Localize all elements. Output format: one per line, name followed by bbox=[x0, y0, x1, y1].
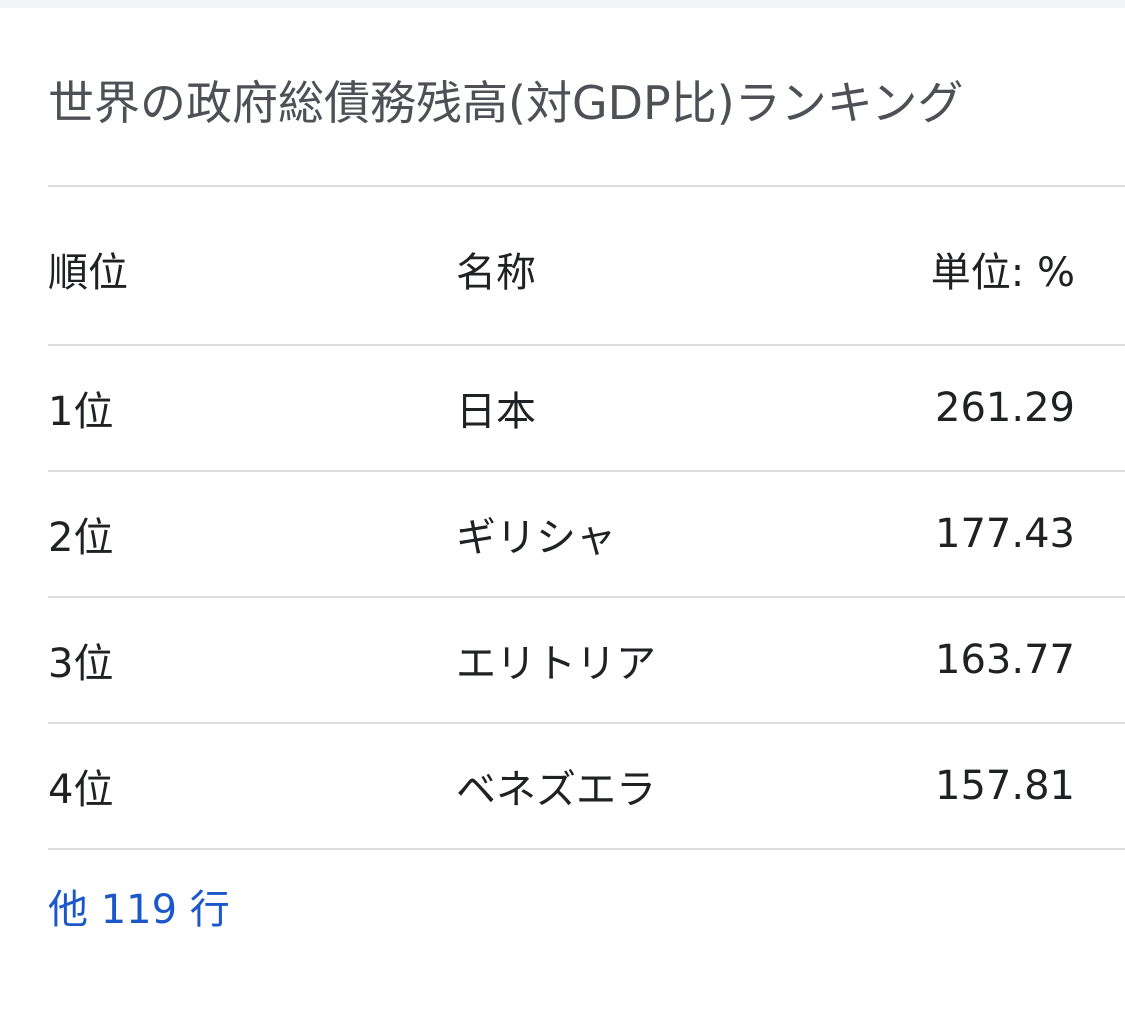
header-name: 名称 bbox=[456, 250, 536, 296]
ranking-card: 世界の政府総債務残高(対GDP比)ランキング 順位 名称 単位: % 1位 日本… bbox=[48, 0, 1125, 1012]
row-rank: 2位 bbox=[48, 515, 114, 561]
row-country-name: 日本 bbox=[456, 389, 536, 435]
row-country-name: ギリシャ bbox=[456, 515, 616, 561]
divider bbox=[48, 470, 1125, 472]
top-edge-strip bbox=[0, 0, 1125, 8]
row-value: 157.81 bbox=[935, 763, 1075, 809]
row-rank: 3位 bbox=[48, 641, 114, 687]
table-row[interactable]: 3位 エリトリア 163.77 bbox=[48, 598, 1125, 722]
table-header-row: 順位 名称 単位: % bbox=[48, 207, 1125, 331]
row-value: 163.77 bbox=[935, 637, 1075, 683]
table-row[interactable]: 4位 ベネズエラ 157.81 bbox=[48, 724, 1125, 848]
divider bbox=[48, 596, 1125, 598]
divider bbox=[48, 848, 1125, 850]
row-rank: 1位 bbox=[48, 389, 114, 435]
table-row[interactable]: 1位 日本 261.29 bbox=[48, 346, 1125, 470]
row-country-name: ベネズエラ bbox=[456, 767, 656, 813]
row-value: 261.29 bbox=[935, 385, 1075, 431]
card-title: 世界の政府総債務残高(対GDP比)ランキング bbox=[48, 76, 964, 130]
header-rank: 順位 bbox=[48, 250, 128, 296]
header-unit: 単位: % bbox=[930, 250, 1075, 296]
divider bbox=[48, 722, 1125, 724]
table-row[interactable]: 2位 ギリシャ 177.43 bbox=[48, 472, 1125, 596]
row-country-name: エリトリア bbox=[456, 641, 656, 687]
row-rank: 4位 bbox=[48, 767, 114, 813]
divider bbox=[48, 185, 1125, 187]
divider bbox=[48, 344, 1125, 346]
row-value: 177.43 bbox=[935, 511, 1075, 557]
more-rows-link[interactable]: 他 119 行 bbox=[48, 887, 230, 933]
